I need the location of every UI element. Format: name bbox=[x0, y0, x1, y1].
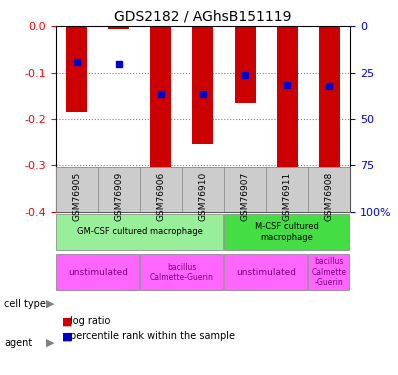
Text: ■: ■ bbox=[62, 316, 72, 326]
FancyBboxPatch shape bbox=[308, 254, 349, 291]
FancyBboxPatch shape bbox=[140, 254, 223, 291]
Text: GSM76908: GSM76908 bbox=[325, 171, 334, 220]
Text: bacillus
Calmette-Guerin: bacillus Calmette-Guerin bbox=[150, 262, 214, 282]
Text: unstimulated: unstimulated bbox=[68, 268, 128, 277]
Text: GSM76911: GSM76911 bbox=[283, 171, 292, 220]
Text: GSM76905: GSM76905 bbox=[72, 171, 81, 220]
Text: GSM76909: GSM76909 bbox=[114, 171, 123, 220]
Text: log ratio: log ratio bbox=[70, 316, 110, 326]
Text: percentile rank within the sample: percentile rank within the sample bbox=[70, 332, 235, 341]
Bar bbox=[277, 26, 298, 205]
Text: GSM76910: GSM76910 bbox=[199, 171, 207, 220]
Bar bbox=[234, 26, 256, 103]
Text: ■: ■ bbox=[62, 332, 72, 341]
Text: ▶: ▶ bbox=[46, 299, 54, 309]
Text: GSM76907: GSM76907 bbox=[240, 171, 250, 220]
FancyBboxPatch shape bbox=[56, 254, 139, 291]
Bar bbox=[108, 26, 129, 28]
Text: ▶: ▶ bbox=[46, 338, 54, 348]
Text: unstimulated: unstimulated bbox=[236, 268, 296, 277]
Bar bbox=[319, 26, 340, 172]
FancyBboxPatch shape bbox=[224, 254, 307, 291]
Text: bacillus
Calmette
-Guerin: bacillus Calmette -Guerin bbox=[312, 257, 347, 287]
FancyBboxPatch shape bbox=[56, 214, 223, 250]
FancyBboxPatch shape bbox=[224, 214, 349, 250]
Title: GDS2182 / AGhsB151119: GDS2182 / AGhsB151119 bbox=[114, 10, 292, 24]
Text: cell type: cell type bbox=[4, 299, 46, 309]
Bar bbox=[193, 26, 213, 144]
Text: GM-CSF cultured macrophage: GM-CSF cultured macrophage bbox=[77, 227, 203, 236]
Text: M-CSF cultured
macrophage: M-CSF cultured macrophage bbox=[255, 222, 319, 242]
Bar bbox=[150, 26, 172, 205]
Bar bbox=[66, 26, 87, 112]
Text: agent: agent bbox=[4, 338, 32, 348]
Text: GSM76906: GSM76906 bbox=[156, 171, 166, 220]
